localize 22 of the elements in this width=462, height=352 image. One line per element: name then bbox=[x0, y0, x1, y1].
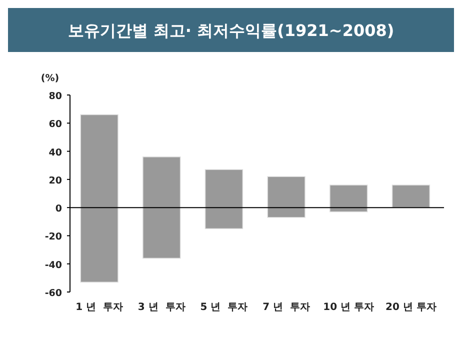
x-tick-label: 20 년 투자 bbox=[386, 302, 436, 313]
x-tick-label: 1 년 투자 bbox=[76, 302, 123, 313]
y-tick-label: 80 bbox=[48, 91, 62, 102]
y-tick-label: -40 bbox=[44, 260, 62, 271]
x-tick-label: 10 년 투자 bbox=[323, 302, 374, 313]
x-tick-label: 7 년 투자 bbox=[262, 302, 310, 313]
bar bbox=[330, 184, 368, 212]
bar bbox=[392, 184, 430, 208]
y-tick-label: 60 bbox=[48, 119, 62, 130]
x-tick-label: 3 년 투자 bbox=[138, 302, 186, 313]
y-tick-label: -60 bbox=[44, 288, 62, 299]
bar bbox=[267, 176, 306, 218]
y-tick-label: -20 bbox=[44, 232, 62, 243]
y-tick-label: 0 bbox=[55, 204, 62, 215]
bar bbox=[204, 169, 244, 230]
y-tick-label: 20 bbox=[48, 175, 62, 186]
y-tick-label: 40 bbox=[48, 147, 62, 158]
bar bbox=[142, 156, 181, 259]
y-axis-title: (%) bbox=[40, 73, 60, 84]
chart-title: 보유기간별 최고· 최저수익률(1921~2008) bbox=[68, 21, 394, 40]
bar bbox=[80, 114, 118, 283]
x-tick-label: 5 년 투자 bbox=[200, 302, 248, 313]
